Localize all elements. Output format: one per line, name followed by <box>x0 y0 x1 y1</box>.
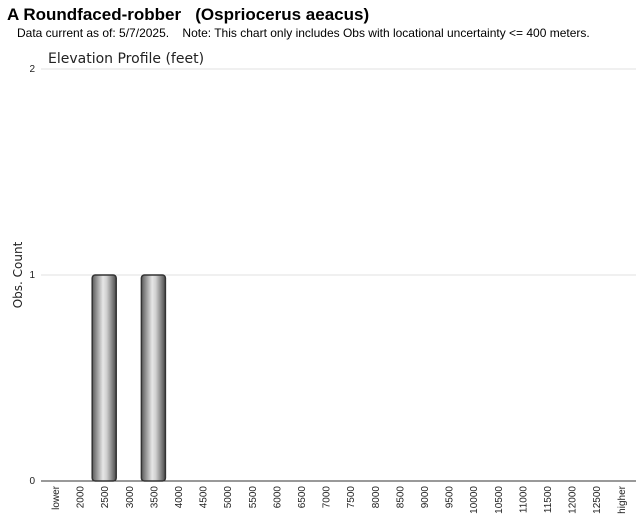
x-tick-label: 9000 <box>420 486 431 509</box>
x-tick-label: 5000 <box>223 486 234 509</box>
bars <box>91 274 167 482</box>
x-tick-label: 7000 <box>322 486 333 509</box>
x-ticks: lower 2000 2500 3000 3500 4000 4500 5000 5500 600… <box>51 485 628 513</box>
x-tick-label: 2500 <box>100 486 111 509</box>
page-subtitle: Data current as of: 5/7/2025. Note: This… <box>17 26 590 40</box>
y-ticks: 0 1 2 <box>29 64 35 487</box>
x-tick-label: 12000 <box>568 486 579 514</box>
x-tick-label: 4500 <box>199 486 210 509</box>
x-tick-label: 5500 <box>248 486 259 509</box>
gridlines <box>41 68 636 276</box>
x-tick-label: lower <box>51 485 62 510</box>
page-title: A Roundfaced-robber (Ospriocerus aeacus) <box>7 5 370 24</box>
y-tick-label: 0 <box>29 476 35 487</box>
x-tick-label: 8500 <box>395 486 406 509</box>
y-tick-label: 1 <box>29 270 35 281</box>
x-tick-label: 10000 <box>469 486 480 514</box>
x-tick-label: 6000 <box>272 486 283 509</box>
x-tick-label: 9500 <box>445 486 456 509</box>
x-tick-label: 12500 <box>592 486 603 514</box>
x-tick-label: 10500 <box>494 486 505 514</box>
x-tick-label: 7500 <box>346 486 357 509</box>
bar-3500 <box>140 274 167 482</box>
x-tick-label: 6500 <box>297 486 308 509</box>
x-tick-label: 11000 <box>518 486 529 514</box>
x-tick-label: 3000 <box>125 486 136 509</box>
x-tick-label: higher <box>617 485 628 513</box>
y-tick-label: 2 <box>29 64 35 75</box>
y-axis-label: Obs. Count <box>11 241 25 308</box>
bar-2500 <box>91 274 117 482</box>
x-tick-label: 3500 <box>149 486 160 509</box>
x-tick-label: 4000 <box>174 486 185 509</box>
x-tick-label: 8000 <box>371 486 382 509</box>
chart-title: Elevation Profile (feet) <box>48 51 204 67</box>
x-tick-label: 2000 <box>76 486 87 509</box>
x-tick-label: 11500 <box>543 486 554 514</box>
